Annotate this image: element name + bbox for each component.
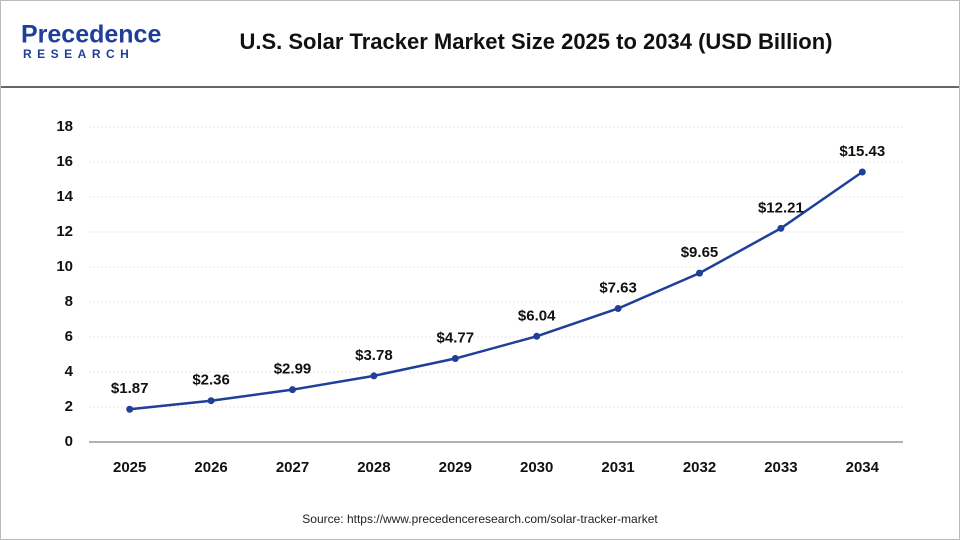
value-label: $2.99 bbox=[274, 361, 312, 378]
x-tick-label: 2033 bbox=[764, 459, 797, 476]
point bbox=[207, 397, 215, 405]
logo-name: Precedence bbox=[21, 21, 161, 49]
point bbox=[126, 405, 134, 413]
x-tick-label: 2025 bbox=[113, 459, 146, 476]
value-label: $3.78 bbox=[355, 347, 393, 364]
x-tick-label: 2026 bbox=[194, 459, 227, 476]
value-label: $7.63 bbox=[599, 279, 637, 296]
value-label: $9.65 bbox=[681, 244, 719, 261]
chart-title: U.S. Solar Tracker Market Size 2025 to 2… bbox=[239, 29, 832, 54]
x-tick-label: 2031 bbox=[601, 459, 634, 476]
x-tick-label: 2027 bbox=[276, 459, 309, 476]
point bbox=[858, 168, 866, 176]
y-tick-label: 0 bbox=[65, 433, 73, 450]
logo-tagline: RESEARCH bbox=[23, 47, 134, 61]
point bbox=[696, 269, 703, 277]
value-label: $2.36 bbox=[192, 372, 230, 389]
x-tick-label: 2029 bbox=[439, 459, 472, 476]
value-label: $1.87 bbox=[111, 380, 149, 397]
x-tick-label: 2032 bbox=[683, 459, 716, 476]
point bbox=[370, 372, 378, 380]
value-label: $12.21 bbox=[758, 199, 804, 216]
y-tick-label: 18 bbox=[56, 118, 73, 135]
y-tick-label: 6 bbox=[65, 328, 73, 345]
y-tick-label: 8 bbox=[65, 293, 73, 310]
line bbox=[129, 170, 864, 411]
source: Source: https://www.precedenceresearch.c… bbox=[302, 512, 658, 526]
value-label: $6.04 bbox=[518, 307, 556, 324]
y-tick-label: 12 bbox=[56, 223, 73, 240]
y-tick-label: 14 bbox=[56, 188, 73, 205]
x-tick-label: 2030 bbox=[520, 459, 553, 476]
value-label: $4.77 bbox=[437, 329, 475, 346]
point bbox=[614, 304, 622, 312]
point bbox=[533, 332, 541, 340]
y-tick-label: 2 bbox=[65, 398, 73, 415]
y-tick-label: 10 bbox=[56, 258, 73, 275]
x-tick-label: 2034 bbox=[846, 459, 880, 476]
point bbox=[451, 355, 459, 363]
point bbox=[289, 386, 296, 394]
value-label: $15.43 bbox=[839, 143, 885, 160]
point bbox=[777, 224, 785, 232]
y-tick-label: 16 bbox=[56, 153, 73, 170]
y-tick-label: 4 bbox=[65, 363, 74, 380]
x-tick-label: 2028 bbox=[357, 459, 390, 476]
